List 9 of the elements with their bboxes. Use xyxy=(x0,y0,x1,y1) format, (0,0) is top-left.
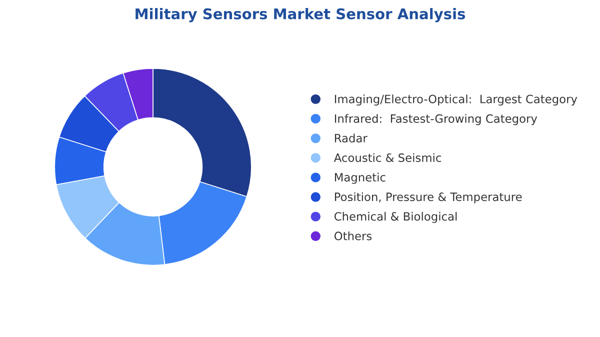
legend-label: Infrared: Fastest-Growing Category xyxy=(334,114,538,126)
legend-label: Chemical & Biological xyxy=(334,212,457,223)
legend-label: Radar xyxy=(334,134,368,142)
legend-label: Imaging/Electro-Optical: Largest Category xyxy=(334,94,578,106)
legend-label: Acoustic & Seismic xyxy=(334,153,441,162)
legend-label: Magnetic xyxy=(334,172,386,184)
legend-label: Position, Pressure & Temperature xyxy=(334,192,522,204)
chart-title: Military Sensors Market Sensor Analysis xyxy=(136,8,466,22)
legend-label: Others xyxy=(334,231,372,240)
